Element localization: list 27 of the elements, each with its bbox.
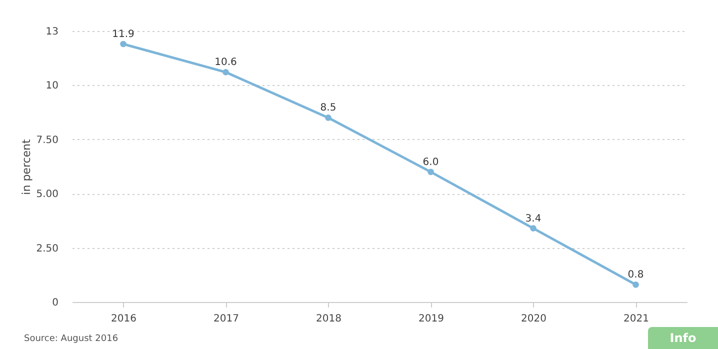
y-tick-label: 7.50 <box>36 134 58 146</box>
point <box>428 168 434 176</box>
x-tick-label: 2016 <box>111 314 136 324</box>
point <box>632 282 639 288</box>
y-tick-label: 5.00 <box>36 189 58 200</box>
x-tick-label: 2020 <box>521 314 546 324</box>
y-tick-label: 13 <box>46 26 58 38</box>
data-label: 10.6 <box>214 57 237 68</box>
data-label: 6.0 <box>422 156 439 168</box>
y-axis-title: in percent <box>20 138 34 195</box>
text: Info <box>648 327 718 349</box>
x-tick-label: 2017 <box>214 314 239 324</box>
data-label: 8.5 <box>320 102 336 114</box>
y-tick-label: 2.50 <box>36 243 58 254</box>
point <box>325 114 332 121</box>
point <box>222 69 229 76</box>
x-tick-label: 2019 <box>418 314 444 324</box>
x-tick-label: 2018 <box>316 314 342 324</box>
y-tick-label: 0 <box>52 298 58 308</box>
data-label: 3.4 <box>525 213 542 224</box>
source-note: Source: August 2016 <box>24 334 118 344</box>
point <box>530 225 536 232</box>
point <box>120 40 126 48</box>
x-tick-label: 2021 <box>624 314 649 324</box>
data-label: 0.8 <box>628 270 644 281</box>
data-label: 11.9 <box>112 29 134 40</box>
y-tick-label: 10 <box>46 80 58 92</box>
